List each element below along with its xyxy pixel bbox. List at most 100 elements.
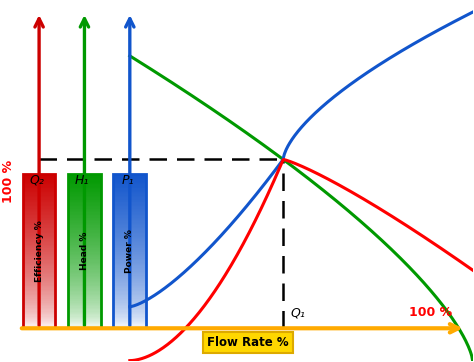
Bar	[113, 220, 146, 222]
Bar	[68, 190, 101, 192]
Bar	[68, 201, 101, 202]
Bar	[23, 227, 55, 228]
Bar	[113, 317, 146, 318]
Bar	[68, 282, 101, 283]
Bar	[68, 264, 101, 265]
Bar	[68, 209, 101, 210]
Bar	[68, 245, 101, 246]
Bar	[113, 180, 146, 181]
Bar	[68, 278, 101, 279]
Bar	[23, 231, 55, 232]
Bar	[113, 315, 146, 317]
Bar	[23, 209, 55, 210]
Bar	[113, 272, 146, 273]
Bar	[68, 261, 101, 263]
Bar	[23, 314, 55, 315]
Bar	[23, 282, 55, 283]
Bar	[68, 174, 101, 175]
Bar	[23, 308, 55, 309]
Bar	[113, 261, 146, 263]
Bar	[68, 225, 101, 227]
Bar	[23, 299, 55, 300]
Bar	[23, 190, 55, 192]
Bar	[113, 240, 146, 241]
Bar	[23, 298, 55, 299]
Bar	[113, 312, 146, 313]
Bar	[68, 237, 101, 238]
Bar	[68, 183, 101, 184]
Bar	[68, 176, 101, 178]
Bar	[68, 199, 101, 201]
Bar	[23, 301, 55, 303]
Bar	[68, 210, 101, 211]
Bar	[113, 211, 146, 212]
Bar	[23, 259, 55, 260]
Bar	[68, 291, 101, 292]
Bar	[113, 255, 146, 256]
Bar	[23, 268, 55, 269]
Bar	[113, 256, 146, 257]
Bar	[68, 299, 101, 300]
Bar	[23, 296, 55, 298]
Bar	[23, 272, 55, 273]
Bar	[23, 225, 55, 227]
Bar	[113, 287, 146, 289]
Bar	[23, 260, 55, 261]
Bar	[23, 178, 55, 179]
Bar	[23, 232, 55, 233]
Bar	[23, 202, 55, 203]
Bar	[68, 305, 101, 306]
Bar	[23, 237, 55, 238]
Bar	[68, 301, 101, 303]
Bar	[23, 256, 55, 257]
Bar	[113, 199, 146, 201]
Bar	[113, 229, 146, 231]
Bar	[68, 317, 101, 318]
Bar	[113, 245, 146, 246]
Bar	[68, 281, 101, 282]
Bar	[68, 196, 101, 197]
Bar	[23, 181, 55, 183]
Bar	[23, 174, 55, 328]
Bar	[68, 202, 101, 203]
Bar	[113, 225, 146, 227]
Bar	[23, 264, 55, 265]
Bar	[23, 206, 55, 207]
Bar	[113, 269, 146, 270]
Bar	[113, 294, 146, 295]
Bar	[23, 212, 55, 214]
Bar	[113, 223, 146, 224]
Bar	[23, 247, 55, 248]
Bar	[113, 174, 146, 328]
Bar	[68, 315, 101, 317]
Bar	[68, 233, 101, 234]
Bar	[113, 242, 146, 243]
Bar	[113, 231, 146, 232]
Bar	[68, 231, 101, 232]
Bar	[23, 194, 55, 196]
Bar	[113, 303, 146, 304]
Bar	[113, 227, 146, 228]
Bar	[113, 196, 146, 197]
Bar	[23, 196, 55, 197]
Bar	[23, 233, 55, 234]
Bar	[113, 275, 146, 277]
Bar	[113, 185, 146, 187]
Bar	[23, 240, 55, 241]
Bar	[113, 190, 146, 192]
Bar	[113, 222, 146, 223]
Bar	[113, 279, 146, 281]
Text: Flow Rate %: Flow Rate %	[207, 336, 289, 349]
Bar	[23, 309, 55, 310]
Text: 100 %: 100 %	[410, 306, 453, 319]
Bar	[113, 323, 146, 324]
Bar	[23, 214, 55, 215]
Bar	[23, 270, 55, 272]
Bar	[68, 304, 101, 305]
Text: Efficiency %: Efficiency %	[35, 220, 44, 282]
Bar	[68, 306, 101, 308]
Bar	[68, 300, 101, 301]
Bar	[113, 298, 146, 299]
Bar	[68, 223, 101, 224]
Bar	[113, 202, 146, 203]
